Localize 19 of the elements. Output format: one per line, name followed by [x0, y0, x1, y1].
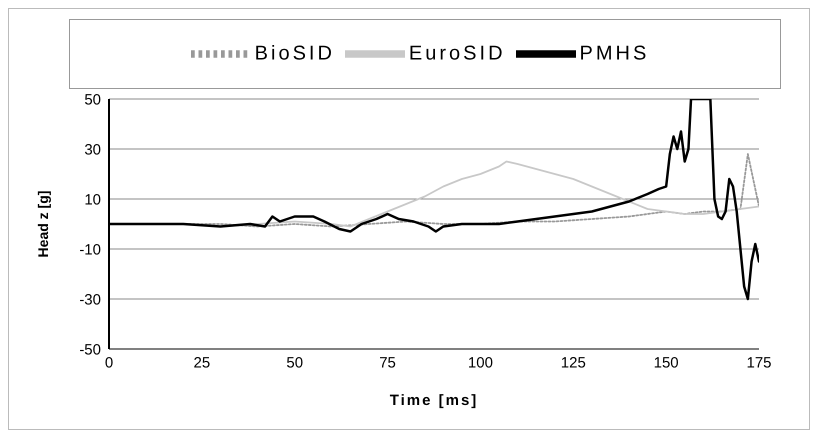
- x-tick-label: 50: [286, 354, 304, 372]
- y-tick-label: -10: [79, 241, 101, 258]
- x-tick-label: 0: [104, 354, 114, 372]
- legend-label: EuroSID: [408, 42, 506, 64]
- x-tick-label: 100: [468, 354, 493, 372]
- x-tick-label: 175: [746, 354, 772, 372]
- y-tick-label: 50: [84, 91, 101, 108]
- y-axis-title: Head z [g]: [34, 190, 51, 258]
- x-axis-title: Time [ms]: [390, 392, 478, 409]
- legend-label: PMHS: [580, 42, 650, 64]
- y-tick-label: -50: [79, 341, 101, 358]
- y-tick-label: -30: [79, 291, 101, 308]
- x-tick-label: 25: [194, 354, 210, 372]
- x-tick-label: 150: [654, 354, 679, 372]
- legend-label: BioSID: [254, 42, 335, 64]
- x-tick-label: 75: [379, 354, 396, 372]
- y-tick-label: 30: [84, 141, 101, 158]
- y-tick-label: 10: [84, 191, 101, 208]
- x-tick-label: 125: [560, 354, 586, 372]
